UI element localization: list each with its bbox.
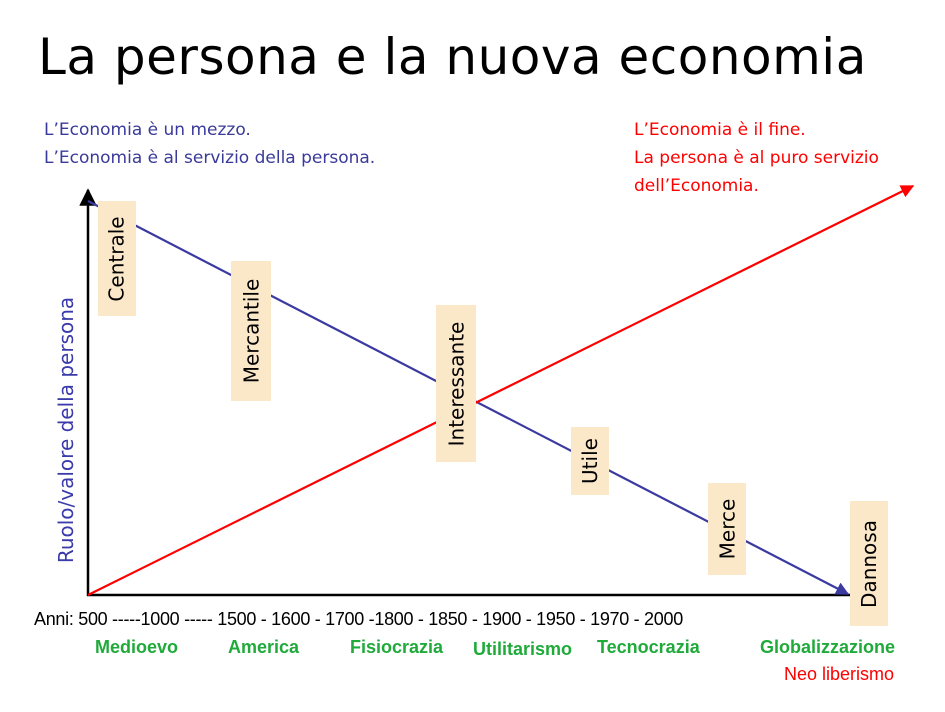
slide-title: La persona e la nuova economia: [38, 28, 867, 86]
stage-centrale: Centrale: [98, 201, 136, 316]
person-centered-note: L’Economia è un mezzo. L’Economia è al s…: [44, 116, 375, 172]
note-line: L’Economia è un mezzo.: [44, 120, 251, 140]
stage-merce: Merce: [708, 483, 746, 575]
era-neo-liberismo: Neo liberismo: [784, 664, 895, 684]
stage-label: Merce: [715, 498, 739, 560]
stage-label: Dannosa: [857, 519, 882, 608]
stage-dannosa: Dannosa: [850, 501, 888, 626]
timeline-years: Anni: 500 -----1000 ----- 1500 - 1600 - …: [34, 609, 683, 629]
era-fisiocrazia: Fisiocrazia: [350, 637, 444, 657]
y-axis-label: Ruolo/valore della persona: [54, 296, 78, 564]
economy-value-line: [87, 185, 915, 596]
era-utilitarismo: Utilitarismo: [473, 639, 573, 659]
note-line: L’Economia è il fine.: [634, 120, 806, 140]
era-medioevo: Medioevo: [95, 637, 179, 657]
note-line: dell’Economia.: [634, 176, 759, 196]
note-line: L’Economia è al servizio della persona.: [44, 148, 376, 168]
stage-interessante: Interessante: [436, 305, 476, 462]
stage-label: Mercantile: [239, 278, 263, 384]
stage-label: Utile: [578, 438, 602, 484]
era-america: America: [228, 637, 300, 657]
stage-utile: Utile: [571, 427, 609, 495]
stage-label: Centrale: [105, 215, 130, 302]
stage-label: Interessante: [444, 321, 469, 446]
economy-centered-note: L’Economia è il fine. La persona è al pu…: [634, 116, 879, 200]
stage-mercantile: Mercantile: [231, 261, 271, 401]
era-globalizzazione: Globalizzazione: [760, 637, 896, 657]
note-line: La persona è al puro servizio: [634, 148, 879, 168]
era-tecnocrazia: Tecnocrazia: [597, 637, 700, 657]
